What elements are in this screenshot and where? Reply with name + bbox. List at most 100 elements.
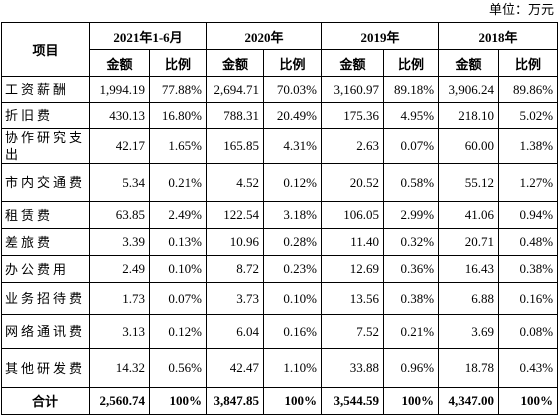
cell: 1.10% — [262, 348, 323, 388]
cell: 0.21% — [383, 314, 440, 349]
cell: 0.96% — [383, 348, 440, 388]
sub-header: 比例 — [149, 49, 207, 77]
data-row: 办公费用 2.49 0.10% 8.72 0.23% 12.69 0.36% 16.43 0.3… — [1, 255, 558, 283]
total-cell: 100% — [262, 387, 323, 415]
cell: 12.69 — [321, 255, 385, 283]
cell: 0.16% — [262, 314, 323, 349]
period-header: 2020年 — [205, 22, 323, 50]
total-cell: 3,847.85 — [206, 387, 264, 415]
unit-note: 单位：万元 — [488, 2, 554, 17]
cell: 0.32% — [383, 228, 440, 256]
cell: 4.31% — [262, 128, 323, 164]
data-row: 工资薪酬 1,994.19 77.88% 2,694.71 70.03% 3,160.97… — [1, 76, 558, 103]
row-label: 市内交通费 — [1, 163, 90, 202]
cell: 1,994.19 — [89, 76, 150, 103]
cell: 0.43% — [498, 348, 558, 388]
cell: 2.49% — [149, 201, 207, 229]
cell: 89.18% — [383, 76, 440, 103]
cell: 1.73 — [89, 282, 150, 315]
cell: 2.99% — [383, 201, 440, 229]
cell: 3,906.24 — [438, 76, 500, 103]
cell: 10.96 — [206, 228, 264, 256]
cell: 1.65% — [149, 128, 207, 164]
sub-header: 金额 — [438, 49, 500, 77]
cell: 11.40 — [321, 228, 385, 256]
cell: 0.12% — [149, 314, 207, 349]
cell: 3.69 — [438, 314, 500, 349]
total-cell: 2,560.74 — [89, 387, 150, 415]
data-row: 其他研发费 14.32 0.56% 42.47 1.10% 33.88 0.96% 18.78… — [1, 348, 558, 388]
cell: 3.73 — [206, 282, 264, 315]
cell: 0.56% — [149, 348, 207, 388]
cell: 0.16% — [498, 282, 558, 315]
sub-header: 金额 — [321, 49, 385, 77]
cell: 0.12% — [262, 163, 323, 202]
cell: 175.36 — [321, 102, 385, 129]
row-label: 网络通讯费 — [1, 314, 90, 349]
cell: 20.49% — [262, 102, 323, 129]
cell: 0.38% — [498, 255, 558, 283]
cell: 4.52 — [206, 163, 264, 202]
sub-header: 金额 — [89, 49, 150, 77]
cell: 4.95% — [383, 102, 440, 129]
cell: 63.85 — [89, 201, 150, 229]
cell: 106.05 — [321, 201, 385, 229]
sub-header: 比例 — [262, 49, 323, 77]
data-row: 网络通讯费 3.13 0.12% 6.04 0.16% 7.52 0.21% 3.69 0.08… — [1, 314, 558, 349]
cell: 0.94% — [498, 201, 558, 229]
cell: 1.38% — [498, 128, 558, 164]
sub-header: 金额 — [206, 49, 264, 77]
sub-header: 比例 — [383, 49, 440, 77]
cell: 20.71 — [438, 228, 500, 256]
cell: 13.56 — [321, 282, 385, 315]
total-cell: 100% — [383, 387, 440, 415]
data-table: 项目 2021年1-6月 2020年 2019年 2018年 金额 比例 金额 比例 金额 比例 金额… — [1, 22, 558, 415]
row-label: 业务招待费 — [1, 282, 90, 315]
row-label: 其他研发费 — [1, 348, 90, 388]
cell: 0.07% — [149, 282, 207, 315]
cell: 0.10% — [262, 282, 323, 315]
cell: 16.43 — [438, 255, 500, 283]
total-row: 合计 2,560.74 100% 3,847.85 100% 3,544.59 100% 4,… — [1, 387, 558, 415]
cell: 33.88 — [321, 348, 385, 388]
cell: 3,160.97 — [321, 76, 385, 103]
cell: 122.54 — [206, 201, 264, 229]
cell: 14.32 — [89, 348, 150, 388]
cell: 8.72 — [206, 255, 264, 283]
cell: 55.12 — [438, 163, 500, 202]
cell: 0.21% — [149, 163, 207, 202]
cell: 42.17 — [89, 128, 150, 164]
total-cell: 3,544.59 — [321, 387, 385, 415]
cell: 16.80% — [149, 102, 207, 129]
cell: 60.00 — [438, 128, 500, 164]
header-row: 项目 2021年1-6月 2020年 2019年 2018年 — [1, 22, 558, 77]
cell: 5.02% — [498, 102, 558, 129]
cell: 18.78 — [438, 348, 500, 388]
cell: 165.85 — [206, 128, 264, 164]
cell: 41.06 — [438, 201, 500, 229]
data-row: 业务招待费 1.73 0.07% 3.73 0.10% 13.56 0.38% 6.88 0.1… — [1, 282, 558, 315]
subheader-row: 金额 比例 金额 比例 金额 比例 金额 比例 — [2, 49, 558, 77]
cell: 3.13 — [89, 314, 150, 349]
cell: 430.13 — [89, 102, 150, 129]
item-header: 项目 — [1, 22, 90, 77]
cell: 20.52 — [321, 163, 385, 202]
cell: 5.34 — [89, 163, 150, 202]
cell: 3.39 — [89, 228, 150, 256]
cell: 42.47 — [206, 348, 264, 388]
cell: 3.18% — [262, 201, 323, 229]
row-label: 办公费用 — [1, 255, 90, 283]
data-row: 折旧费 430.13 16.80% 788.31 20.49% 175.36 4.95% 21… — [1, 102, 558, 129]
cell: 6.04 — [206, 314, 264, 349]
cell: 2.49 — [89, 255, 150, 283]
cell: 0.08% — [498, 314, 558, 349]
cell: 0.28% — [262, 228, 323, 256]
cell: 0.58% — [383, 163, 440, 202]
row-label: 差旅费 — [1, 228, 90, 256]
cell: 89.86% — [498, 76, 558, 103]
cell: 0.07% — [383, 128, 440, 164]
total-label: 合计 — [1, 387, 90, 415]
cell: 1.27% — [498, 163, 558, 202]
cell: 7.52 — [321, 314, 385, 349]
